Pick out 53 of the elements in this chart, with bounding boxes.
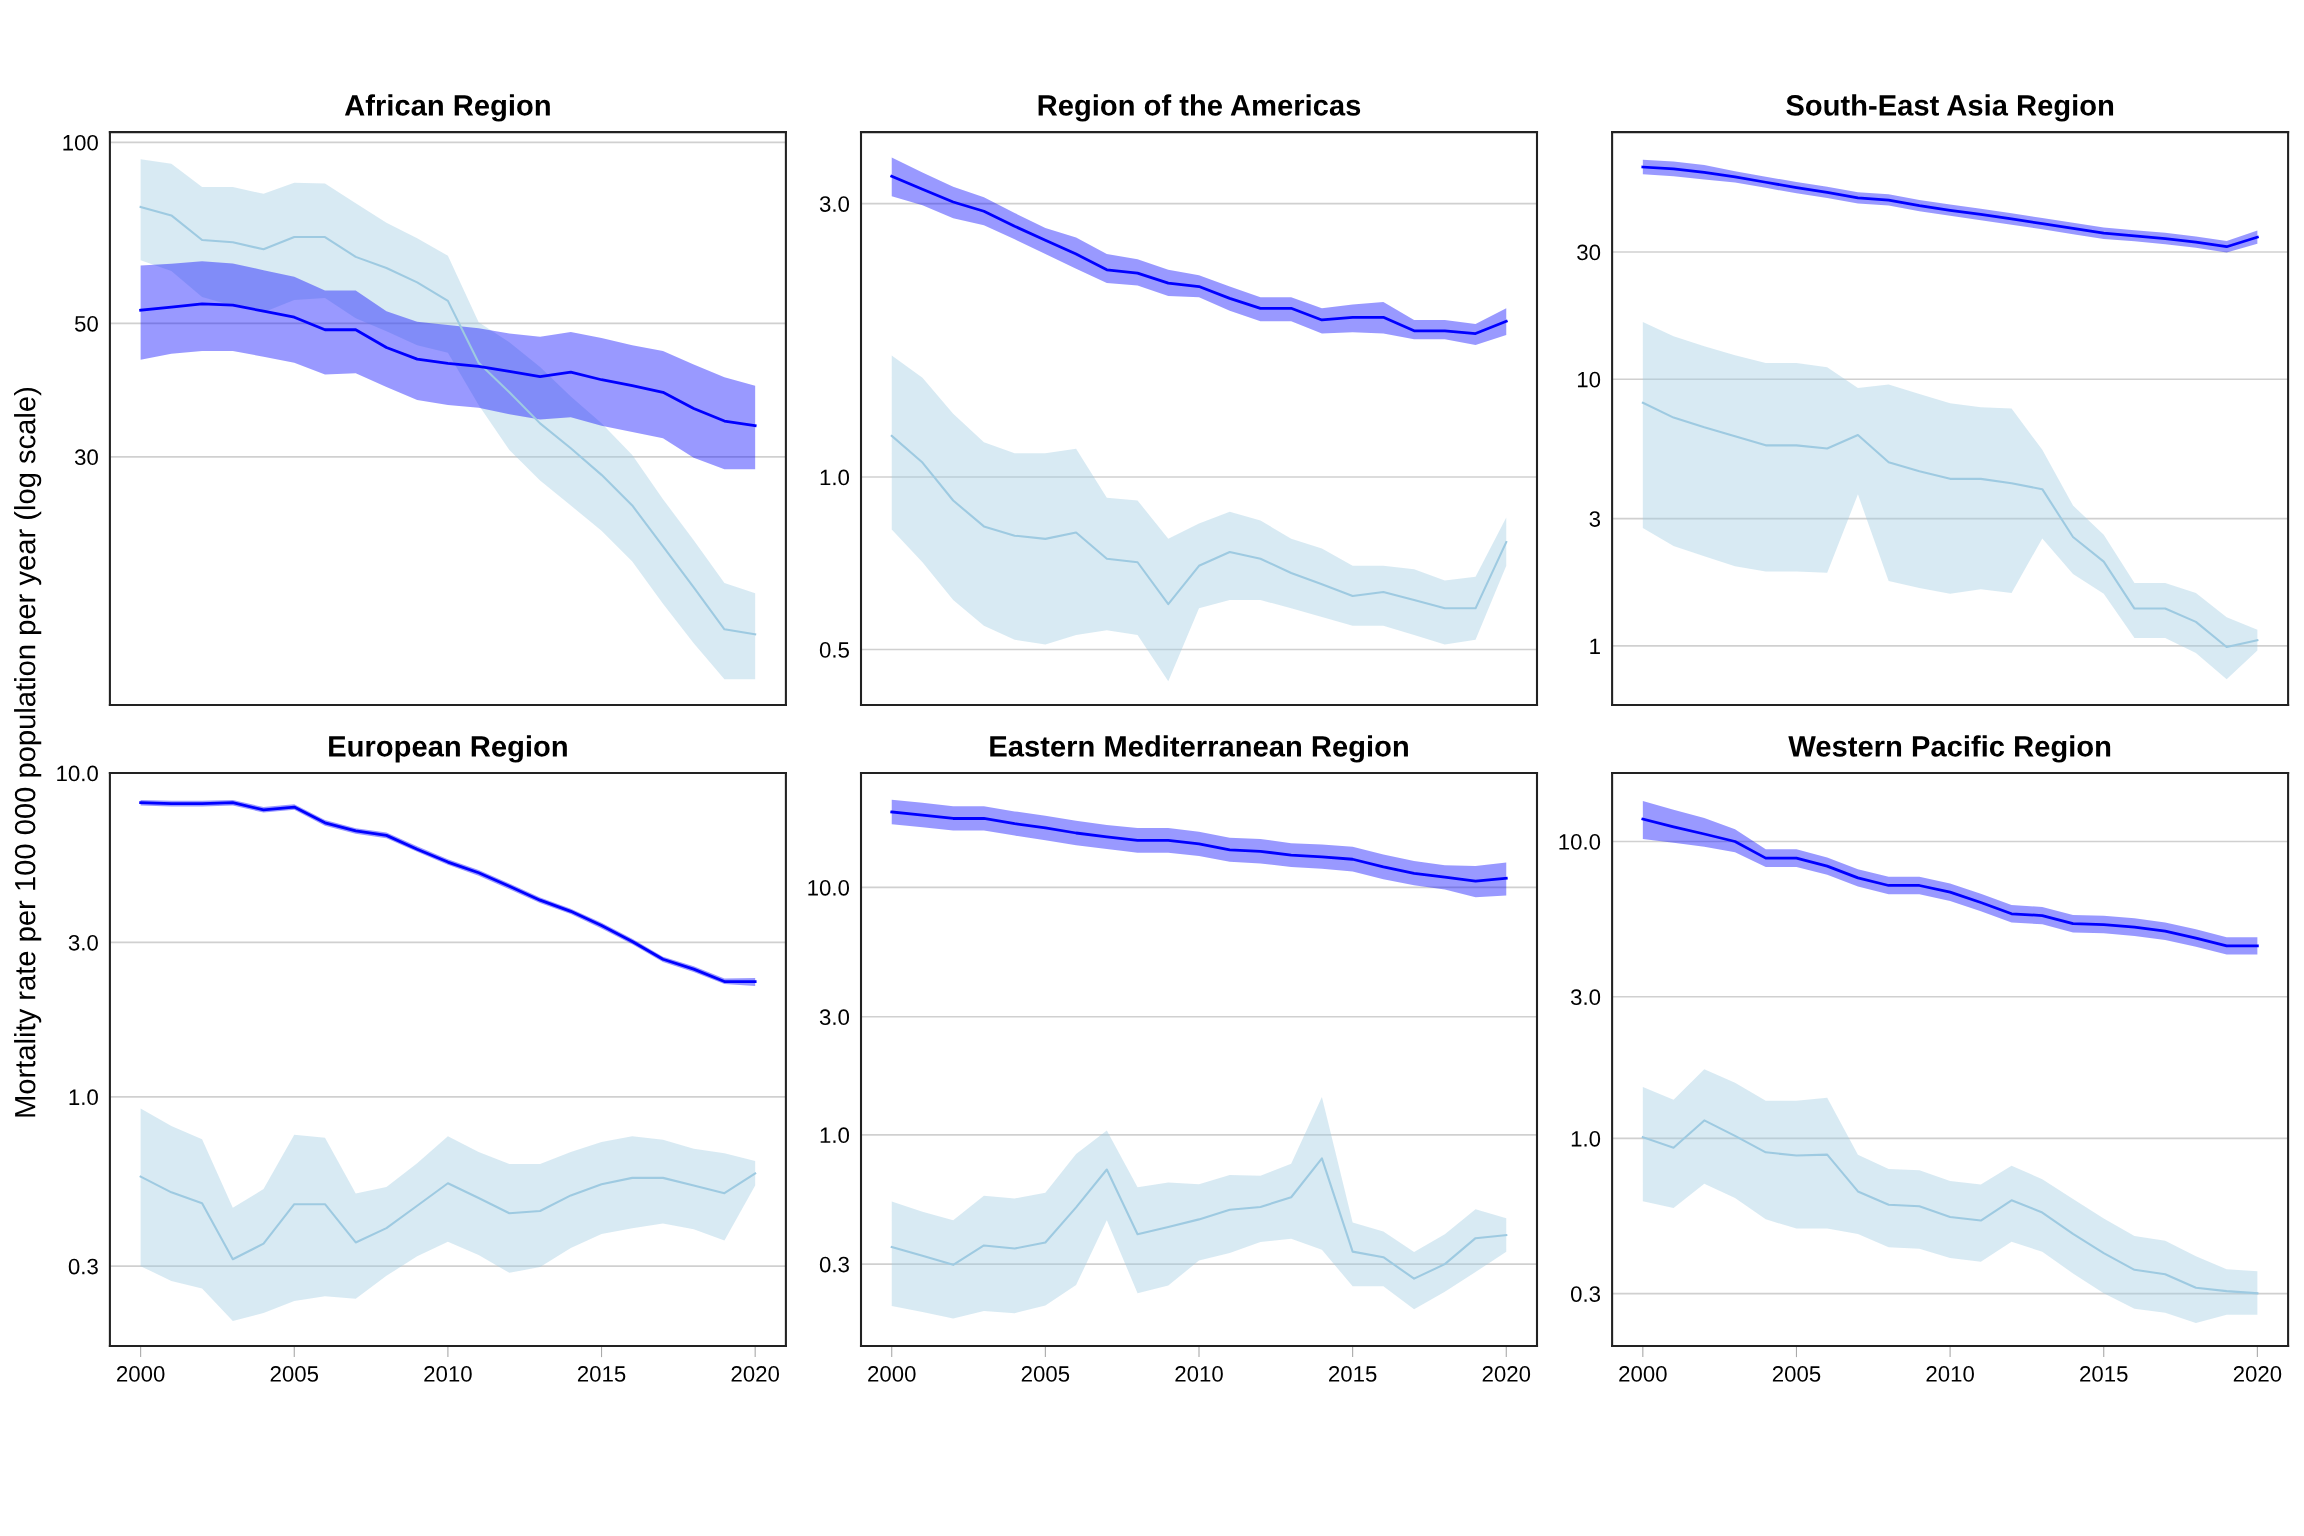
y-tick-label: 3.0 [819,196,850,212]
x-tick-label: 2015 [2080,1366,2128,1382]
y-tick-label: 30 [74,449,98,466]
x-tick-label: 2005 [1021,1366,1070,1382]
y-tick-label: 3 [1589,511,1601,527]
x-tick-label: 2020 [1482,1366,1531,1382]
x-tick-label: 2005 [270,1366,319,1382]
x-tick-label: 2000 [868,1366,916,1382]
y-tick-label: 1.0 [69,1089,98,1106]
line-series [139,205,757,636]
y-tick-label: 100 [63,134,98,151]
y-axis-title: Mortality rate per 100 000 population per year (log scale) [14,388,42,1117]
x-tick-label: 2020 [2233,1366,2282,1382]
chart-title: European Region [329,735,567,763]
line-series [139,302,757,428]
y-tick-label: 1.0 [1571,1130,1601,1147]
line-series [1641,401,2259,649]
y-tick-label: 3.0 [1570,989,1601,1006]
y-tick-label: 1 [1590,638,1600,654]
chart-title: Western Pacific Region [1788,735,2111,763]
y-tick-label: 1.0 [820,469,850,486]
x-tick-label: 2005 [1772,1366,1821,1382]
y-tick-label: 0.5 [819,642,849,658]
y-tick-label: 10 [1577,371,1601,388]
line-series [139,1172,757,1261]
x-tick-label: 2015 [1329,1366,1377,1382]
line-series [890,434,1508,610]
y-tick-label: 50 [74,315,98,332]
y-tick-label: 30 [1577,244,1601,261]
x-tick-label: 2010 [1926,1366,1974,1382]
x-tick-label: 2020 [731,1366,780,1382]
x-tick-label: 2010 [424,1366,472,1382]
x-tick-label: 2000 [117,1366,165,1382]
x-tick-label: 2015 [577,1366,626,1382]
y-tick-label: 10.0 [1559,834,1601,850]
y-tick-label: 0.3 [68,1258,98,1275]
line-series [1641,817,2259,948]
chart-title: South-East Asia Region [1786,94,2114,122]
y-tick-label: 10.0 [57,765,98,782]
y-tick-label: 3.0 [68,934,98,951]
line-series [890,810,1508,883]
x-tick-label: 2010 [1175,1366,1223,1382]
y-tick-label: 3.0 [819,1009,850,1026]
y-tick-label: 1.0 [820,1127,850,1144]
y-tick-label: 10.0 [808,879,850,896]
y-tick-label: 0.3 [1570,1286,1601,1302]
y-tick-label: 0.3 [819,1256,849,1273]
line-series [890,1157,1508,1280]
chart-title: African Region [344,94,550,122]
x-tick-label: 2000 [1619,1366,1667,1382]
line-series [1641,1119,2259,1295]
chart-title: Eastern Mediterranean Region [990,735,1408,763]
chart-title: Region of the Americas [1038,94,1361,122]
